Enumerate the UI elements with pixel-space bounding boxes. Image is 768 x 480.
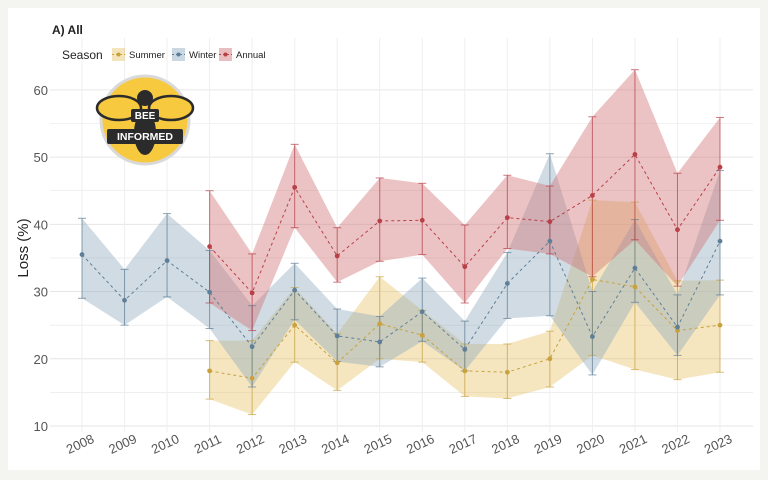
winter-point <box>79 252 85 257</box>
summer-point <box>249 375 255 381</box>
annual-point <box>717 164 723 170</box>
summer-point <box>504 369 510 375</box>
x-tick-label: 2017 <box>447 431 480 457</box>
winter-point <box>419 309 425 315</box>
annual-point <box>377 218 383 224</box>
summer-point <box>207 368 213 374</box>
winter-legend-label: Winter <box>189 50 216 61</box>
winter-point <box>675 324 680 330</box>
x-tick-label: 2019 <box>532 431 565 457</box>
winter-band <box>82 153 720 388</box>
legend-title: Season <box>62 48 103 62</box>
x-tick-label: 2008 <box>64 431 97 457</box>
x-tick-label: 2012 <box>234 431 267 457</box>
logo-top-text: BEE <box>135 111 156 122</box>
summer-point <box>717 322 723 328</box>
x-tick-label: 2023 <box>702 431 735 457</box>
y-axis-ticks: 10 20 30 40 50 60 <box>34 83 48 434</box>
summer-point <box>377 321 383 327</box>
winter-legend-point <box>176 52 181 57</box>
annual-point <box>590 193 595 198</box>
summer-point <box>590 277 595 282</box>
x-tick-label: 2014 <box>319 431 352 457</box>
series-points <box>79 152 723 381</box>
chart-card: 10 20 30 40 50 60 2008 2009 2010 2011 2012 2013 201… <box>8 8 760 470</box>
winter-point <box>122 297 127 303</box>
winter-point <box>377 339 383 345</box>
x-tick-label: 2015 <box>362 431 395 457</box>
annual-legend-label: Annual <box>236 50 266 61</box>
summer-legend-point <box>116 52 121 57</box>
winter-point <box>292 287 298 293</box>
bee-wing-left <box>95 94 143 122</box>
y-tick-label: 40 <box>34 217 48 232</box>
summer-point <box>462 368 468 374</box>
annual-legend-point <box>223 52 228 57</box>
x-tick-label: 2010 <box>149 431 182 457</box>
legend-items: Summer Winter Annual <box>112 48 266 61</box>
y-tick-label: 50 <box>34 150 48 165</box>
y-tick-label: 10 <box>34 419 48 434</box>
winter-point <box>334 333 340 339</box>
winter-point <box>632 265 638 271</box>
annual-point <box>334 253 340 259</box>
x-tick-label: 2022 <box>659 431 692 457</box>
winter-point <box>249 344 255 350</box>
summer-point <box>292 322 298 328</box>
logo-top-text-bg <box>131 109 159 122</box>
x-axis-ticks: 2008 2009 2010 2011 2012 2013 2014 2015 2016 2017… <box>64 431 735 457</box>
annual-point <box>504 215 510 221</box>
summer-point <box>419 332 425 338</box>
annual-point <box>207 244 213 249</box>
y-tick-label: 60 <box>34 83 48 98</box>
annual-point <box>462 264 468 270</box>
summer-legend-label: Summer <box>129 50 165 61</box>
winter-point <box>164 258 170 264</box>
winter-point <box>717 238 723 244</box>
x-tick-label: 2016 <box>404 431 437 457</box>
y-axis-title: Loss (%) <box>15 218 32 277</box>
annual-point <box>292 184 298 190</box>
winter-point <box>590 334 595 339</box>
x-tick-label: 2009 <box>106 431 139 457</box>
winter-point <box>547 238 553 244</box>
x-tick-label: 2018 <box>489 431 522 457</box>
chart-canvas: 10 20 30 40 50 60 2008 2009 2010 2011 2012 2013 201… <box>15 23 753 457</box>
winter-point <box>504 281 510 286</box>
legend: Season Summer Winter Annual <box>62 48 266 62</box>
annual-point <box>675 227 680 233</box>
bee-head <box>137 90 153 106</box>
summer-point <box>632 284 638 290</box>
x-tick-label: 2011 <box>192 431 224 456</box>
y-tick-label: 20 <box>34 352 48 367</box>
x-tick-label: 2013 <box>276 431 309 457</box>
summer-point <box>675 328 680 333</box>
logo-bottom-text: INFORMED <box>117 131 173 143</box>
winter-point <box>462 346 468 352</box>
winter-point <box>207 289 213 295</box>
annual-point <box>419 217 425 223</box>
x-tick-label: 2020 <box>574 431 607 457</box>
logo-bottom-text-bg <box>107 129 183 144</box>
summer-point <box>547 356 553 362</box>
winter-line <box>81 240 721 351</box>
annual-point <box>632 152 638 157</box>
annual-point <box>249 290 255 296</box>
panel-title: A) All <box>52 23 83 37</box>
summer-point <box>334 360 340 366</box>
bee-icon <box>95 90 195 155</box>
x-tick-label: 2021 <box>617 431 650 457</box>
y-tick-label: 30 <box>34 285 48 300</box>
annual-point <box>547 219 553 225</box>
bee-informed-logo: BEE INFORMED <box>95 74 195 166</box>
bee-wing-right <box>147 94 195 122</box>
